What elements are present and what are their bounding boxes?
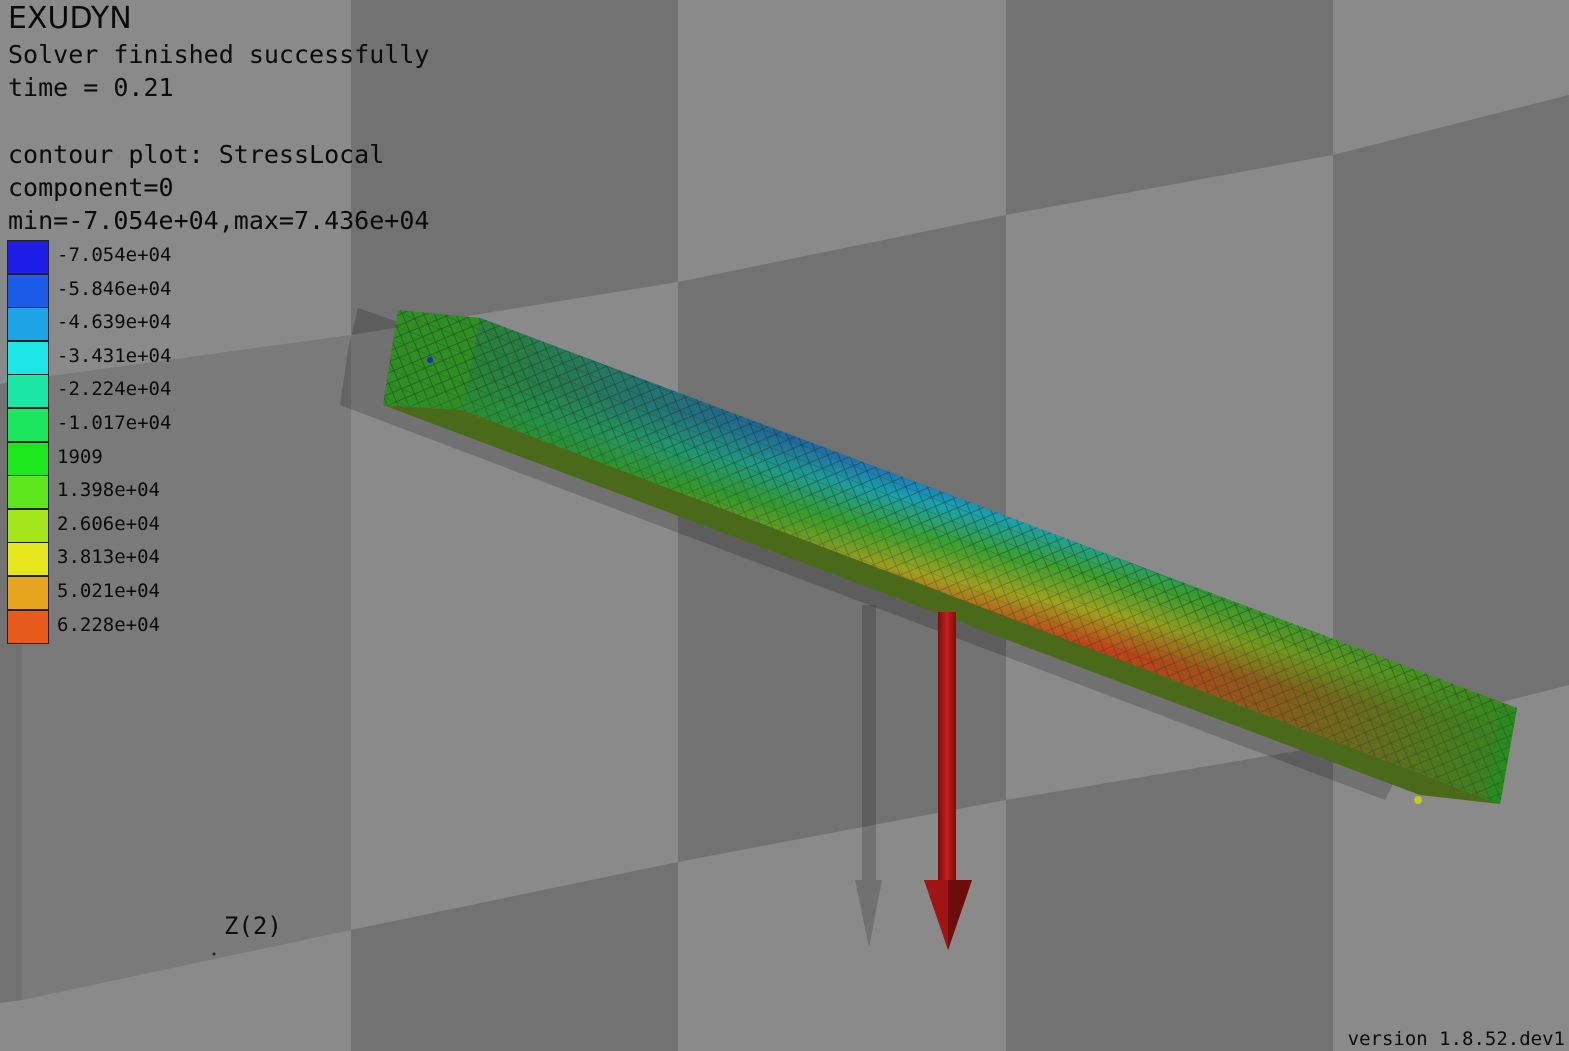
legend-value: 3.813e+04	[57, 546, 160, 569]
component-label: component=0	[8, 173, 174, 202]
legend-value: -5.846e+04	[57, 277, 172, 300]
legend-value: -4.639e+04	[57, 311, 172, 334]
legend-value: -7.054e+04	[57, 244, 172, 266]
legend-swatch	[7, 441, 49, 476]
app-title: EXUDYN	[8, 1, 132, 36]
legend-value: 1909	[57, 445, 103, 468]
simulation-time: time = 0.21	[8, 73, 174, 102]
legend-swatch	[7, 475, 49, 510]
force-arrow	[924, 612, 972, 950]
legend-swatch	[7, 575, 49, 610]
legend-value: -2.224e+04	[57, 378, 172, 401]
legend-value: 1.398e+04	[57, 479, 160, 502]
solver-status: Solver finished successfully	[8, 40, 430, 69]
legend-swatch	[7, 374, 49, 409]
contour-plot-label: contour plot: StressLocal	[8, 140, 385, 169]
legend-value: -1.017e+04	[57, 411, 172, 434]
axis-origin-dot	[212, 952, 216, 956]
legend-swatch	[7, 273, 49, 308]
min-max-range: min=-7.054e+04,max=7.436e+04	[8, 206, 430, 235]
fem-beam[interactable]	[383, 310, 1517, 804]
axis-label-z: Z(2)	[224, 912, 282, 940]
legend-swatch	[7, 307, 49, 342]
legend-swatch	[7, 340, 49, 375]
legend-swatch	[7, 407, 49, 442]
legend-value: 2.606e+04	[57, 512, 160, 535]
legend-value: -3.431e+04	[57, 344, 172, 367]
legend-swatch	[7, 508, 49, 543]
legend-value: 6.228e+04	[57, 613, 160, 636]
legend-swatch	[7, 609, 49, 644]
legend-value: 5.021e+04	[57, 579, 160, 602]
legend-swatch	[7, 542, 49, 577]
legend-swatch	[7, 240, 49, 274]
version-label: version 1.8.52.dev1	[1347, 1028, 1565, 1050]
